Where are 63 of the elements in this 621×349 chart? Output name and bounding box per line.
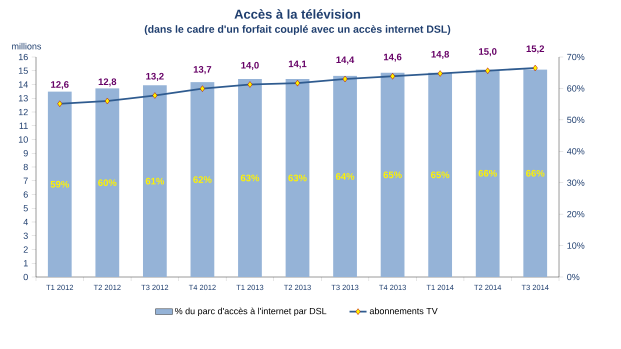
y-tick-label: 2 (24, 246, 28, 253)
y-tick-label: 8 (24, 164, 28, 170)
data-label: 13,2 (146, 72, 164, 81)
bar (428, 72, 452, 277)
data-label: 62% (193, 176, 212, 183)
bar (190, 82, 214, 277)
data-label: 65% (431, 172, 450, 178)
y2-tick-label: 60% (567, 85, 584, 92)
y2-tick-label: 0% (567, 274, 580, 280)
data-label: 12,8 (98, 78, 116, 86)
y-tick-label: 15 (18, 68, 28, 74)
y-tick-label: 14 (18, 81, 28, 88)
y-tick-label: 1 (24, 260, 28, 266)
data-label: 12,6 (51, 81, 69, 90)
data-label: 15,2 (526, 45, 544, 54)
bar (380, 72, 404, 277)
bar (142, 85, 167, 277)
y-tick-label: 5 (24, 205, 28, 212)
bar (48, 92, 72, 277)
data-label: 13,7 (194, 66, 212, 74)
y-tick-label: 4 (23, 218, 28, 226)
y2-tick-label: 50% (567, 116, 584, 124)
data-label: 61% (146, 178, 164, 184)
chart-title: Accès à la télévision (234, 9, 360, 19)
data-label: 14,1 (288, 60, 306, 69)
bar (95, 88, 120, 277)
y2-tick-label: 30% (567, 180, 584, 186)
y2-tick-label: 20% (567, 210, 584, 218)
bar (523, 70, 548, 277)
y-tick-label: 11 (20, 122, 28, 129)
data-label: 14,0 (241, 62, 259, 70)
data-label: 63% (288, 174, 307, 182)
y2-tick-label: 40% (566, 148, 584, 154)
bar (238, 79, 262, 277)
data-label: 60% (98, 179, 117, 186)
data-label: 14,6 (384, 54, 402, 62)
y-tick-label: 9 (24, 150, 28, 156)
y-tick-label: 12 (18, 108, 28, 116)
bar (476, 70, 500, 277)
y-axis-title: millions (12, 42, 42, 50)
data-label: 66% (526, 170, 544, 177)
y-tick-label: 0 (24, 274, 28, 280)
data-label: 65% (383, 172, 402, 178)
y-tick-label: 13 (18, 95, 28, 102)
data-label: 64% (336, 173, 354, 180)
y-tick-label: 10 (18, 136, 28, 143)
y-tick-label: 16 (18, 54, 28, 60)
data-label: 14,8 (432, 50, 450, 59)
data-label: 59% (50, 180, 69, 188)
bar (333, 76, 357, 277)
y-tick-label: 7 (24, 178, 28, 184)
y2-tick-label: 10% (567, 242, 584, 249)
chart-subtitle: (dans le cadre d'un forfait couplé avec un accès internet DSL) (144, 25, 450, 35)
data-label: 15,0 (479, 48, 497, 56)
bar (286, 79, 310, 277)
y-tick-label: 6 (24, 191, 28, 198)
data-label: 14,4 (336, 56, 354, 64)
legend-label: abonnements TV (370, 308, 438, 314)
y2-tick-label: 70% (567, 54, 584, 60)
y-tick-label: 3 (24, 232, 28, 239)
data-label: 63% (240, 174, 260, 182)
legend-label: % du parc d'accès à l'internet par DSL (175, 308, 326, 316)
data-label: 66% (478, 170, 497, 177)
